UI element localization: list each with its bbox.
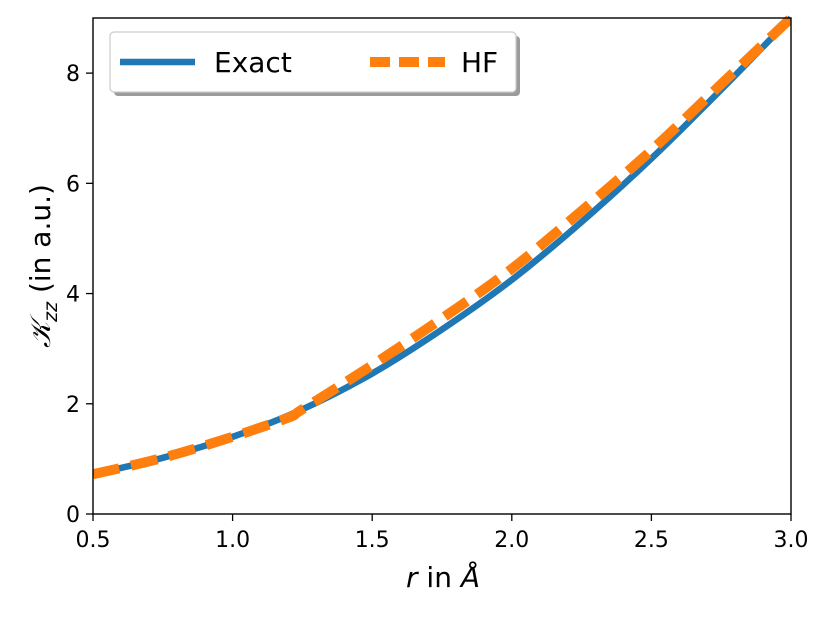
x-axis-unit: Å [459, 560, 480, 594]
legend-label-hf: HF [461, 46, 498, 79]
legend: Exact HF [109, 31, 520, 96]
legend-label-exact: Exact [214, 46, 292, 79]
x-axis-variable: r [406, 561, 419, 594]
x-axis-label-text: in [418, 561, 461, 594]
x-tick-label: 3.0 [774, 528, 809, 553]
y-tick-label: 0 [66, 503, 80, 528]
x-tick-label: 1.0 [215, 528, 250, 553]
series-line-hf [93, 14, 791, 480]
y-axis-subscript: zz [40, 301, 62, 323]
plot-lines [93, 14, 791, 480]
y-axis-label: 𝒦zz (in a.u.) [24, 184, 62, 348]
plot-frame [92, 17, 792, 515]
y-tick-label: 4 [66, 283, 80, 308]
x-axis-ticks: 0.5 1.0 1.5 2.0 2.5 3.0 [76, 514, 809, 553]
legend-box [109, 31, 517, 93]
y-axis-ticks: 0 2 4 6 8 [66, 62, 93, 528]
x-tick-label: 2.5 [634, 528, 669, 553]
y-tick-label: 8 [66, 62, 80, 87]
x-axis-label: r in Å [406, 560, 480, 594]
x-tick-label: 2.0 [494, 528, 529, 553]
y-tick-label: 2 [66, 393, 80, 418]
x-tick-label: 1.5 [355, 528, 390, 553]
y-axis-label-text: (in a.u.) [24, 184, 57, 302]
y-tick-label: 6 [66, 172, 80, 197]
x-tick-label: 0.5 [76, 528, 111, 553]
